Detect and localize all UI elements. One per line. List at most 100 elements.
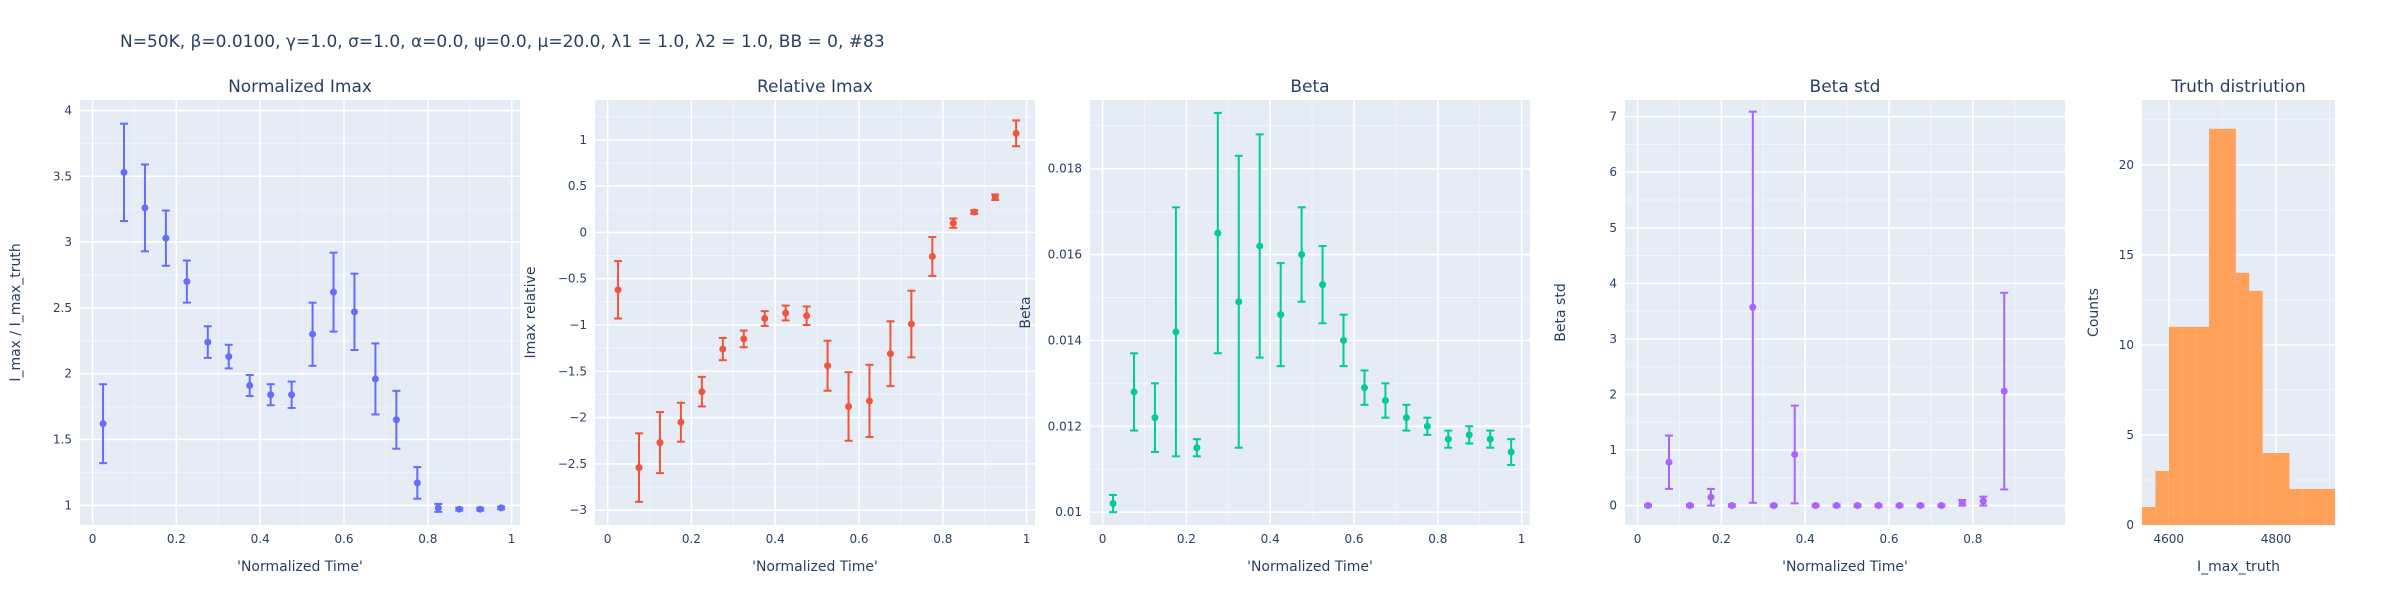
data-point	[824, 362, 832, 370]
x-axis-label: 'Normalized Time'	[1782, 559, 1908, 575]
x-tick-label: 0.2	[1177, 532, 1196, 546]
data-point	[614, 286, 622, 294]
y-axis-label: I_max / I_max_truth	[8, 243, 24, 381]
data-point	[371, 375, 379, 383]
x-tick-label: 0.8	[933, 532, 952, 546]
x-tick-label: 0.2	[682, 532, 701, 546]
histogram-bar	[2222, 128, 2236, 526]
chart-title: Relative Imax	[757, 77, 873, 97]
y-tick-label: −1.5	[558, 364, 587, 378]
data-point	[1444, 435, 1452, 443]
chart-panel-2: 0 0.2 0.4 0.6 0.8 1 −3 −2.5 −2 −1.5 −1 −0.5 0 0.5 1 Rel…	[523, 77, 1035, 575]
y-tick-label: 0.014	[1048, 333, 1082, 347]
data-point	[1916, 502, 1924, 510]
y-tick-label: 2.5	[53, 301, 72, 315]
x-tick-label: 1	[1518, 532, 1526, 546]
y-tick-label: 10	[2119, 338, 2134, 352]
x-tick-label: 0.4	[766, 532, 785, 546]
histogram-bar	[2168, 326, 2183, 525]
data-point	[928, 252, 936, 260]
chart-title: Beta std	[1810, 77, 1881, 97]
y-tick-label: 5	[1609, 221, 1617, 235]
x-tick-label: 0.4	[1796, 532, 1815, 546]
data-point	[1486, 435, 1494, 443]
data-point	[1423, 422, 1431, 430]
data-point	[225, 353, 233, 361]
chart-panel-4: 0 0.2 0.4 0.6 0.8 0 1 2 3 4 5 6 7 Beta std 'Normalized…	[1553, 77, 2065, 575]
histogram-bar	[2249, 290, 2263, 525]
data-point	[309, 330, 317, 338]
y-axis-label: Imax relative	[523, 267, 539, 359]
data-point	[1360, 384, 1368, 392]
y-tick-label: 0.012	[1048, 419, 1082, 433]
x-tick-label: 0.2	[167, 532, 186, 546]
histogram-bar	[2235, 272, 2250, 525]
x-tick-label: 0.6	[849, 532, 868, 546]
x-tick-label: 0	[604, 532, 612, 546]
data-point	[120, 168, 128, 176]
data-point	[845, 402, 853, 410]
data-point	[1214, 229, 1222, 237]
x-tick-label: 0.4	[1261, 532, 1280, 546]
data-point	[1340, 336, 1348, 344]
x-tick-label: 0.4	[251, 532, 270, 546]
y-tick-label: 1.5	[53, 432, 72, 446]
data-point	[740, 335, 748, 343]
x-tick-label: 0.8	[1963, 532, 1982, 546]
y-tick-label: 1	[579, 133, 587, 147]
histogram-bar	[2262, 452, 2277, 525]
data-point	[1728, 502, 1736, 510]
data-point	[677, 418, 685, 426]
data-point	[1381, 397, 1389, 405]
data-point	[141, 204, 149, 212]
y-tick-label: 3	[64, 235, 72, 249]
data-point	[949, 219, 957, 227]
data-point	[1875, 502, 1883, 510]
x-tick-label: 0.6	[1344, 532, 1363, 546]
data-point	[635, 464, 643, 472]
data-point	[1012, 129, 1020, 137]
x-axis-label: I_max_truth	[2197, 559, 2280, 575]
data-point	[1749, 303, 1757, 311]
y-tick-label: 0	[579, 225, 587, 239]
y-tick-label: 5	[2126, 428, 2134, 442]
data-point	[476, 505, 484, 513]
data-point	[656, 439, 664, 447]
x-tick-label: 0	[1099, 532, 1107, 546]
data-point	[1895, 502, 1903, 510]
y-tick-label: 2	[64, 367, 72, 381]
x-tick-label: 0.2	[1712, 532, 1731, 546]
x-axis-label: 'Normalized Time'	[237, 559, 363, 575]
y-tick-label: 0.016	[1048, 248, 1082, 262]
data-point	[267, 391, 275, 399]
data-point	[698, 388, 706, 396]
y-tick-label: 7	[1609, 110, 1617, 124]
histogram-bar	[2302, 488, 2335, 525]
data-point	[1151, 414, 1159, 422]
data-point	[1402, 414, 1410, 422]
y-tick-label: 20	[2119, 158, 2134, 172]
y-tick-label: 1	[1609, 443, 1617, 457]
y-tick-label: 0.018	[1048, 162, 1082, 176]
data-point	[204, 338, 212, 346]
data-point	[1298, 251, 1306, 259]
data-point	[1319, 281, 1327, 289]
data-point	[1465, 431, 1473, 439]
data-point	[1172, 328, 1180, 336]
x-tick-label: 0	[1634, 532, 1642, 546]
y-tick-label: −1	[569, 318, 587, 332]
data-point	[1854, 502, 1862, 510]
data-point	[455, 505, 463, 513]
plot-area	[1625, 100, 2065, 525]
data-point	[1770, 502, 1778, 510]
y-tick-label: 0	[2126, 518, 2134, 532]
histogram-bar	[2289, 488, 2303, 525]
data-point	[970, 208, 978, 216]
chart-title: Beta	[1290, 77, 1329, 97]
data-point	[1833, 502, 1841, 510]
data-point	[1277, 311, 1285, 319]
y-tick-label: −2	[569, 411, 587, 425]
data-point	[1665, 458, 1673, 466]
data-point	[99, 420, 107, 428]
